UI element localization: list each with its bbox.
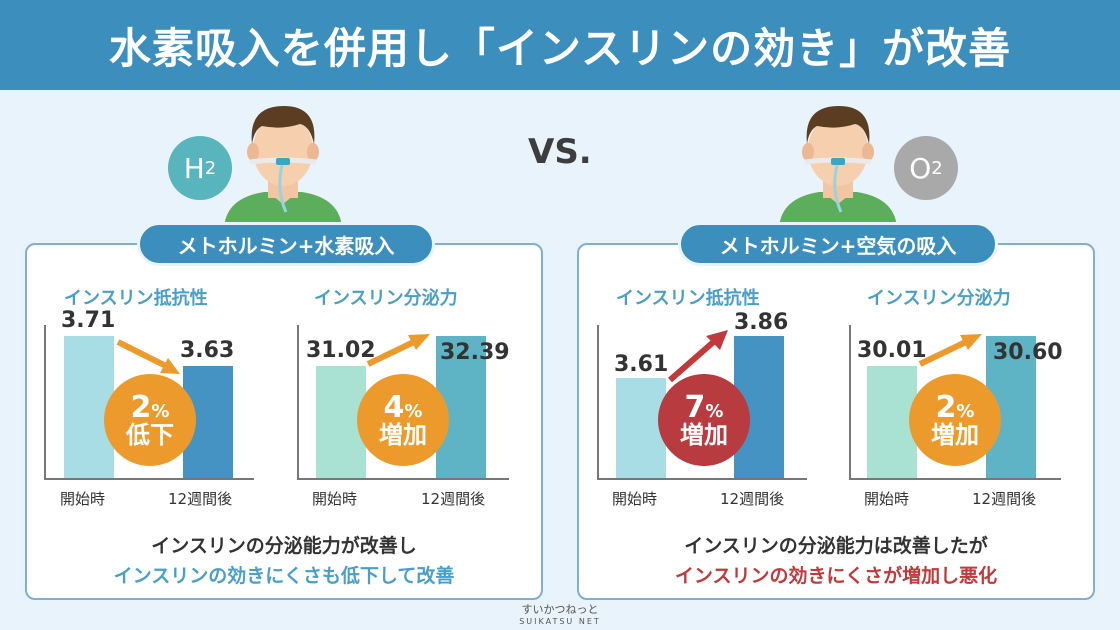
change-percent: 2 [935, 389, 957, 425]
right-chart1-change-badge: 7% 増加 [658, 374, 750, 466]
right-chart2-y-axis [849, 325, 851, 480]
right-chart1-x-end: 12週間後 [720, 490, 785, 508]
change-percent: 7 [684, 389, 706, 425]
right-chart1-start-value: 3.61 [614, 352, 669, 377]
right-chart2-start-value: 30.01 [857, 338, 927, 363]
left-chart1-end-value: 3.63 [180, 338, 235, 363]
vs-label: VS. [528, 132, 592, 172]
person-with-nasal-cannula-icon [779, 106, 897, 228]
right-chart2-title: インスリン分泌力 [867, 288, 1011, 309]
left-chart2-x-axis [297, 478, 509, 480]
left-chart1-x-end: 12週間後 [168, 490, 233, 508]
right-chart1-y-axis [597, 325, 599, 480]
percent-sign: % [404, 400, 423, 422]
left-chart1-change-badge: 2% 低下 [104, 374, 196, 466]
left-chart1-start-value: 3.71 [61, 308, 116, 333]
right-chart2-change-badge: 2% 増加 [909, 374, 1001, 466]
left-treatment-pill: メトホルミン+水素吸入 [137, 222, 435, 266]
left-chart2-x-end: 12週間後 [421, 490, 486, 508]
change-direction: 増加 [680, 421, 728, 450]
left-chart1-title: インスリン抵抗性 [64, 288, 208, 309]
left-chart2-start-value: 31.02 [306, 338, 376, 363]
brand-name: すいかつねっと [521, 603, 599, 616]
h2-symbol: H [183, 151, 205, 185]
change-direction: 増加 [379, 421, 427, 450]
right-treatment-pill: メトホルミン+空気の吸入 [678, 222, 998, 266]
left-summary-line1: インスリンの分泌能力が改善し [151, 535, 417, 557]
left-chart2-title: インスリン分泌力 [314, 288, 458, 309]
right-chart1-end-value: 3.86 [734, 310, 789, 335]
right-chart2-bar-start [867, 366, 917, 478]
left-chart1-y-axis [44, 325, 46, 480]
percent-sign: % [956, 400, 975, 422]
left-chart2-y-axis [297, 325, 299, 480]
right-chart1-x-start: 開始時 [612, 490, 658, 508]
o2-symbol: O [909, 151, 932, 185]
change-direction: 増加 [931, 421, 979, 450]
page-title: 水素吸入を併用し「インスリンの効き」が改善 [0, 0, 1120, 90]
right-chart2-x-end: 12週間後 [972, 490, 1037, 508]
brand-name-en: SUIKATSU NET [519, 617, 601, 626]
change-direction: 低下 [126, 421, 174, 450]
o2-subscript: 2 [931, 157, 943, 179]
left-summary-line2: インスリンの効きにくさも低下して改善 [113, 565, 455, 587]
left-chart2-end-value: 32.39 [440, 340, 510, 365]
right-chart1-title: インスリン抵抗性 [616, 288, 760, 309]
right-summary: インスリンの分泌能力は改善したが インスリンの効きにくさが増加し悪化 [577, 531, 1095, 591]
left-chart2-x-start: 開始時 [312, 490, 358, 508]
brand-footer: すいかつねっと SUIKATSU NET [0, 601, 1120, 626]
right-summary-line2: インスリンの効きにくさが増加し悪化 [674, 565, 998, 587]
right-chart2-x-axis [849, 478, 1061, 480]
right-chart1-x-axis [597, 478, 807, 480]
left-summary: インスリンの分泌能力が改善し インスリンの効きにくさも低下して改善 [25, 531, 543, 591]
change-percent: 2 [130, 389, 152, 425]
right-chart1-bar-start [616, 378, 666, 478]
left-chart1-x-start: 開始時 [60, 490, 106, 508]
right-chart2-x-start: 開始時 [864, 490, 910, 508]
percent-sign: % [151, 400, 170, 422]
percent-sign: % [705, 400, 724, 422]
h2-subscript: 2 [204, 157, 217, 179]
change-percent: 4 [383, 389, 405, 425]
left-chart1-x-axis [44, 478, 254, 480]
left-chart2-change-badge: 4% 増加 [357, 374, 449, 466]
right-chart2-end-value: 30.60 [993, 340, 1063, 365]
right-summary-line1: インスリンの分泌能力は改善したが [684, 535, 988, 557]
person-with-nasal-cannula-icon [224, 106, 342, 228]
